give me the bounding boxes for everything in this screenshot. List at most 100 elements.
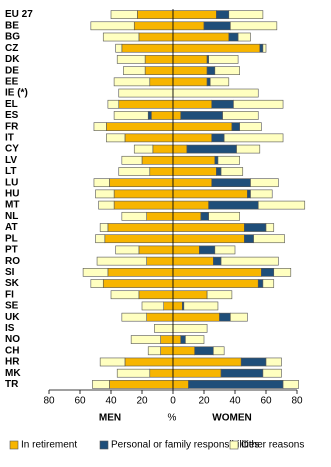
y-tick-label: MK	[5, 368, 21, 379]
bar-segment	[123, 66, 146, 75]
bar-segment	[172, 346, 196, 356]
bar-segment	[172, 234, 245, 244]
bar-segment	[214, 245, 236, 255]
y-tick-label: IS	[5, 323, 15, 334]
bar-segment	[172, 144, 188, 154]
bar-segment	[211, 133, 225, 143]
bar-segment	[237, 32, 251, 42]
bar-segment	[265, 357, 282, 367]
bar-segment	[220, 167, 244, 176]
bar-segment	[110, 10, 138, 19]
bar-segment	[172, 10, 217, 19]
y-tick-label: LV	[5, 155, 17, 166]
bar-segment	[208, 200, 259, 210]
bar-segment	[172, 21, 205, 31]
bar-segment	[107, 99, 120, 109]
bar-segment	[102, 279, 174, 288]
bar-segment	[124, 133, 174, 143]
bar-segment	[82, 268, 109, 277]
bar-segment	[172, 256, 214, 266]
legend-swatch	[9, 440, 19, 450]
bar-segment	[141, 301, 165, 311]
bar-segment	[220, 368, 264, 378]
y-tick-label: IE (*)	[5, 88, 28, 99]
bar-segment	[133, 21, 174, 31]
bar-segment	[147, 111, 152, 120]
bar-segment	[180, 335, 186, 344]
bar-segment	[146, 211, 174, 221]
bar-segment	[213, 346, 225, 356]
y-tick-label: EU 27	[5, 9, 33, 20]
bar-segment	[223, 133, 284, 143]
bar-segment	[96, 256, 147, 266]
bar-segment	[149, 167, 174, 176]
bar-segment	[147, 346, 161, 356]
bar-segment	[172, 368, 222, 378]
y-tick-label: EE	[5, 76, 19, 87]
bar-segment	[244, 223, 267, 232]
bar-segment	[185, 335, 205, 344]
bar-segment	[262, 368, 282, 378]
legend-label: Personal or family responsibilities	[111, 440, 259, 451]
bar-segment	[203, 21, 231, 31]
bar-segment	[172, 155, 216, 165]
y-tick-label: DE	[5, 65, 19, 76]
bar-segment	[172, 88, 259, 98]
bar-segment	[172, 268, 262, 277]
bar-segment	[138, 290, 174, 300]
bar-segment	[99, 357, 126, 367]
bar-segment	[273, 268, 292, 277]
bar-segment	[206, 66, 216, 75]
bar-segment	[211, 99, 234, 109]
bar-segment	[102, 32, 140, 42]
bar-segment	[107, 223, 174, 232]
bar-segment	[216, 167, 222, 176]
y-tick-label: NO	[5, 334, 20, 345]
bar-segment	[104, 234, 174, 244]
bar-segment	[172, 99, 213, 109]
bar-segment	[92, 380, 110, 389]
bar-segment	[219, 312, 231, 322]
x-axis-label: %	[168, 413, 177, 424]
y-tick-label: UK	[5, 312, 20, 323]
bar-segment	[172, 178, 213, 188]
bar-segment	[228, 32, 239, 42]
bar-segment	[107, 268, 174, 277]
bar-segment	[144, 55, 174, 64]
bar-segment	[172, 133, 213, 143]
x-tick-label: 80	[43, 396, 55, 407]
y-tick-label: MT	[5, 200, 19, 211]
y-tick-label: AT	[5, 222, 18, 233]
bar-segment	[172, 335, 182, 344]
bar-segment	[172, 380, 189, 389]
bar-segment	[250, 178, 279, 188]
bar-segment	[206, 290, 233, 300]
bar-segment	[151, 111, 174, 120]
bar-segment	[172, 357, 242, 367]
legend-label: Other reasons	[241, 440, 304, 451]
legend-swatch	[229, 440, 239, 450]
bar-segment	[259, 43, 264, 53]
bar-segment	[138, 32, 174, 42]
bar-segment	[199, 245, 216, 255]
bar-segment	[208, 211, 240, 221]
bar-segment	[172, 211, 202, 221]
bar-segment	[265, 223, 275, 232]
bar-segment	[144, 66, 174, 75]
bar-segment	[233, 99, 284, 109]
y-tick-label: SI	[5, 267, 15, 278]
bar-segment	[282, 380, 299, 389]
bar-segment	[99, 223, 109, 232]
bar-segment	[206, 77, 211, 87]
bar-segment	[95, 234, 106, 244]
bar-segment	[121, 43, 174, 53]
bar-segment	[118, 167, 151, 176]
x-tick-label: 60	[74, 396, 86, 407]
bar-segment	[188, 380, 284, 389]
bar-segment	[257, 200, 306, 210]
bar-segment	[113, 111, 149, 120]
bar-segment	[121, 155, 143, 165]
y-tick-label: HU	[5, 189, 19, 200]
